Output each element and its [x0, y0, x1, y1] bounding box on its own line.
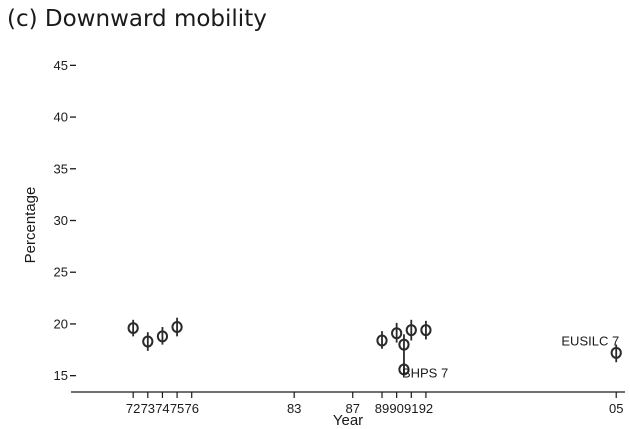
- data-point-10: [610, 346, 622, 359]
- data-point-3: [171, 321, 183, 334]
- x-tick-label-74: 74: [155, 401, 169, 416]
- data-point-6: [398, 338, 410, 351]
- x-tick-label-89: 89: [375, 401, 389, 416]
- data-point-2: [156, 330, 169, 343]
- y-tick-label-30: 30: [54, 213, 68, 228]
- data-point-5: [391, 327, 403, 340]
- annotation-1: EUSILC 7: [561, 334, 619, 349]
- x-tick-label-73: 73: [141, 401, 155, 416]
- data-point-9: [420, 324, 432, 337]
- y-axis-label: Percentage: [22, 187, 39, 264]
- y-tick-label-45: 45: [54, 58, 68, 73]
- data-markers: [127, 317, 622, 376]
- data-point-8: [405, 324, 417, 337]
- y-tick-label-40: 40: [54, 110, 68, 125]
- y-tick-label-25: 25: [54, 265, 68, 280]
- data-point-1: [142, 335, 154, 348]
- x-tick-label-76: 76: [184, 401, 198, 416]
- x-tick-label-92: 92: [419, 401, 433, 416]
- data-point-4: [376, 334, 388, 347]
- chart-title: (c) Downward mobility: [7, 6, 267, 32]
- x-tick-label-87: 87: [345, 401, 359, 416]
- x-tick-label-91: 91: [404, 401, 418, 416]
- x-axis: 72 73 74 75 76 83 87 89 90 91 92 05: [71, 391, 625, 416]
- y-tick-label-15: 15: [54, 368, 68, 383]
- y-axis: 15 20 25 30 35 40 45: [54, 58, 76, 383]
- annotations: BHPS 7 EUSILC 7: [402, 334, 619, 381]
- x-tick-label-90: 90: [389, 401, 403, 416]
- y-tick-label-35: 35: [54, 161, 68, 176]
- data-point-7: [398, 363, 410, 376]
- x-tick-label-72: 72: [126, 401, 140, 416]
- x-axis-label: Year: [333, 412, 363, 429]
- data-point-0: [127, 322, 139, 335]
- x-tick-label-75: 75: [170, 401, 184, 416]
- annotation-0: BHPS 7: [402, 366, 448, 381]
- y-tick-label-20: 20: [54, 316, 68, 331]
- x-tick-label-05: 05: [609, 401, 623, 416]
- x-tick-label-83: 83: [287, 401, 301, 416]
